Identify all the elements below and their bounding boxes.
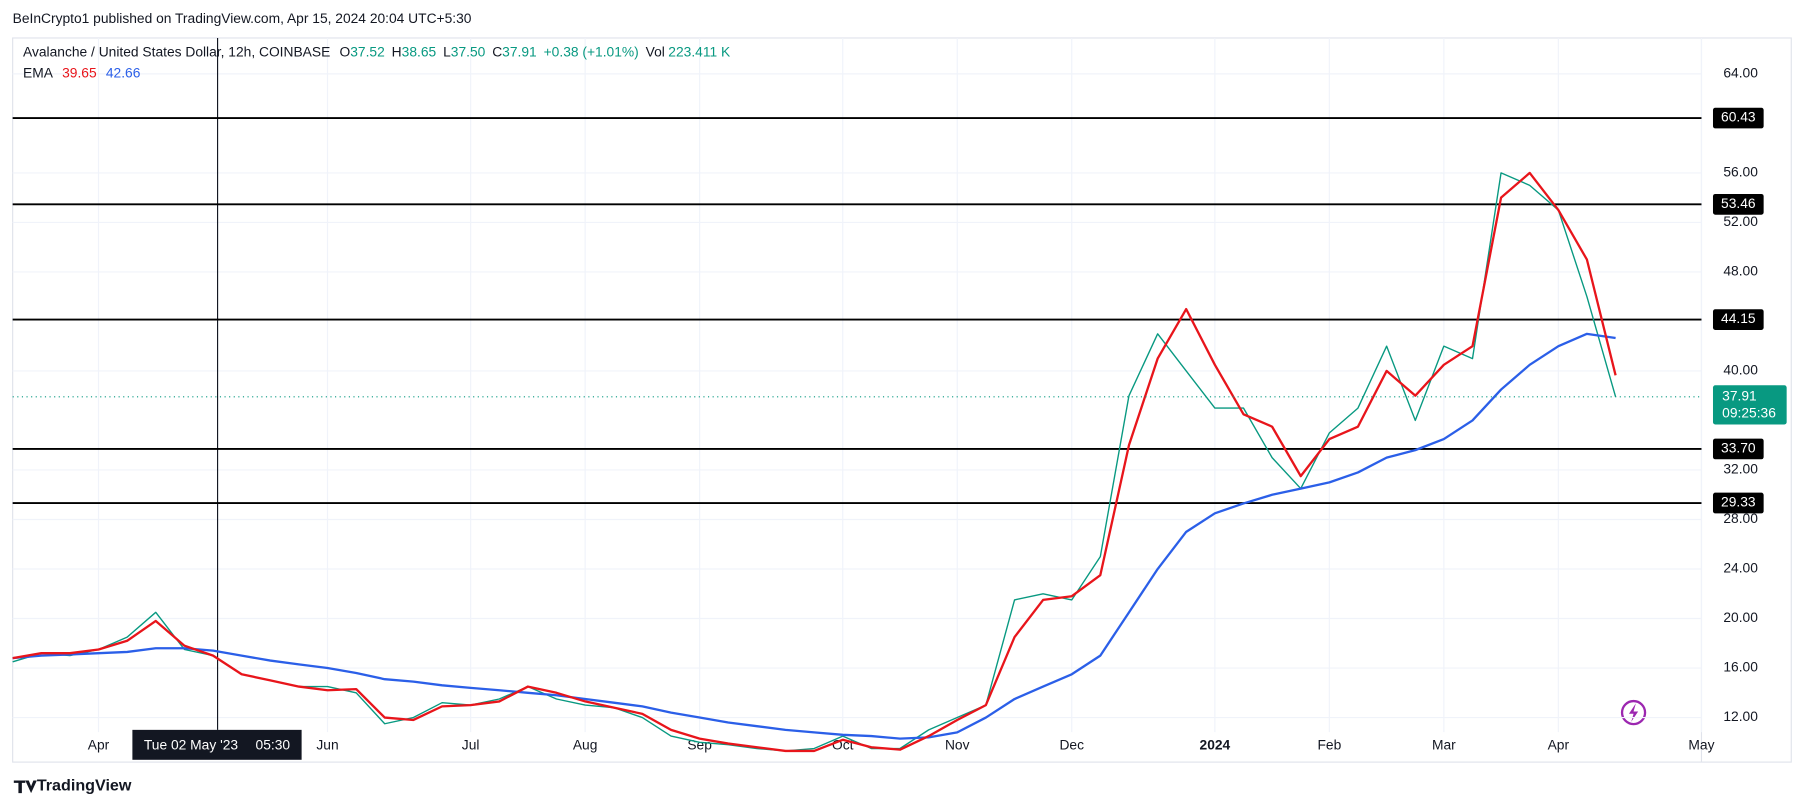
level-tag xyxy=(1712,309,1764,330)
level-label: 33.70 xyxy=(1721,440,1756,456)
legend-value: 37.52 xyxy=(350,44,385,60)
x-tick-label: Apr xyxy=(88,737,110,753)
legend-value: +0.38 (+1.01%) xyxy=(544,44,639,60)
legend-key: H xyxy=(392,44,402,60)
ema-value: 42.66 xyxy=(106,64,141,80)
last-price-label: 37.91 xyxy=(1722,387,1757,403)
y-tick-label: 56.00 xyxy=(1723,164,1758,180)
crosshair-box xyxy=(132,729,302,760)
level-tag xyxy=(1712,492,1764,514)
level-label: 60.43 xyxy=(1721,109,1756,125)
level-label: 53.46 xyxy=(1721,195,1756,211)
legend-key: L xyxy=(443,44,451,60)
x-tick-label: Jun xyxy=(316,737,338,753)
legend-value: 37.50 xyxy=(451,44,486,60)
x-tick-label: Jul xyxy=(462,737,480,753)
legend-key: Vol xyxy=(646,44,665,60)
legend-value: 223.411 K xyxy=(668,44,731,60)
legend-value: 38.65 xyxy=(402,44,437,60)
y-tick-label: 12.00 xyxy=(1723,708,1758,724)
series-line xyxy=(12,332,1616,740)
level-tag xyxy=(1712,438,1764,460)
y-tick-label: 52.00 xyxy=(1723,213,1758,229)
alert-bolt xyxy=(1628,703,1639,722)
x-tick-label: Nov xyxy=(945,737,970,753)
level-tag xyxy=(1712,193,1764,215)
series-line xyxy=(12,171,1617,753)
x-tick-label: Dec xyxy=(1059,737,1084,753)
crosshair-date: Tue 02 May '23 xyxy=(144,737,238,753)
published-note: BeInCrypto1 published on TradingView.com… xyxy=(13,10,472,26)
x-tick-label: May xyxy=(1688,737,1714,753)
level-label: 29.33 xyxy=(1721,494,1756,510)
brand-logo xyxy=(13,780,37,794)
y-tick-label: 20.00 xyxy=(1723,609,1758,625)
alert-icon xyxy=(1620,699,1647,726)
x-tick-label: Feb xyxy=(1317,737,1341,753)
crosshair-time: 05:30 xyxy=(256,737,291,753)
chart-frame xyxy=(12,37,1792,763)
level-label: 44.15 xyxy=(1721,310,1756,326)
last-price-tag xyxy=(1712,385,1787,425)
ema-value: 39.65 xyxy=(62,64,97,80)
y-tick-label: 40.00 xyxy=(1723,362,1758,378)
y-tick-label: 48.00 xyxy=(1723,263,1758,279)
ema-label: EMA xyxy=(23,64,54,80)
y-tick-label: 32.00 xyxy=(1723,461,1758,477)
y-tick-label: 16.00 xyxy=(1723,659,1758,675)
x-tick-label: Aug xyxy=(573,737,598,753)
brand: TradingView xyxy=(37,777,132,795)
y-tick-label: 28.00 xyxy=(1723,510,1758,526)
legend-symbol: Avalanche / United States Dollar, 12h, C… xyxy=(23,44,330,60)
y-tick-label: 64.00 xyxy=(1723,65,1758,81)
countdown: 09:25:36 xyxy=(1722,405,1776,421)
level-tag xyxy=(1712,107,1764,129)
y-tick-label: 24.00 xyxy=(1723,560,1758,576)
legend-value: 37.91 xyxy=(502,44,537,60)
legend-key: O xyxy=(340,44,351,60)
x-tick-label: Apr xyxy=(1548,737,1570,753)
x-tick-label: Mar xyxy=(1432,737,1456,753)
x-tick-label: 2024 xyxy=(1200,737,1231,753)
legend-key: C xyxy=(492,44,502,60)
